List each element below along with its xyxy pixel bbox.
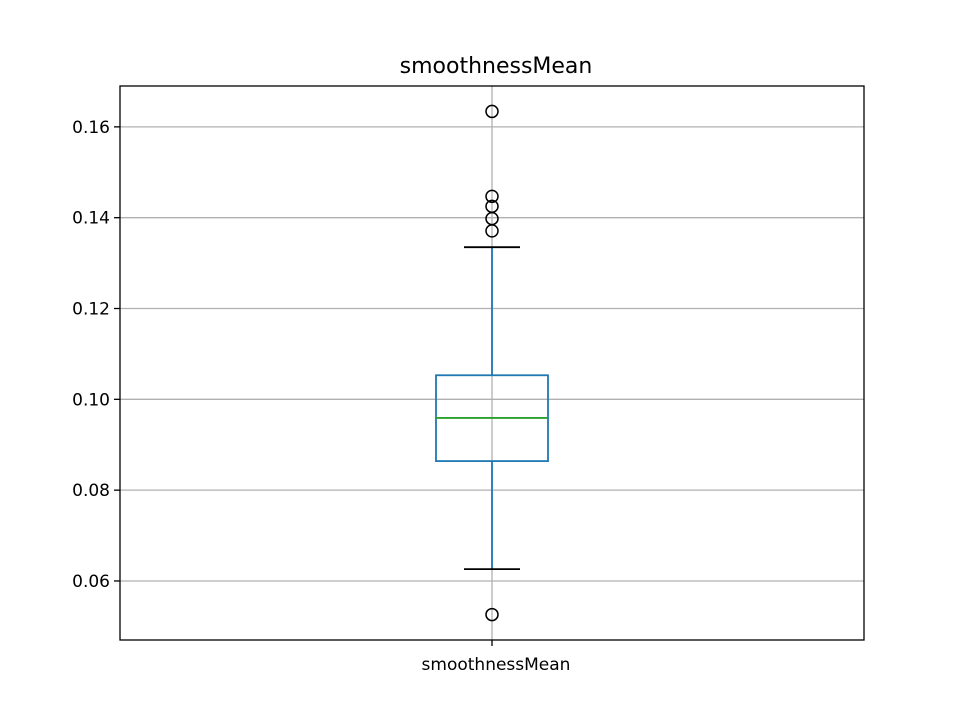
box-series <box>435 104 549 622</box>
y-tick-label: 0.12 <box>72 300 110 320</box>
grid-lines <box>120 86 864 640</box>
box-layer <box>435 104 549 622</box>
y-tick-label: 0.10 <box>72 390 110 410</box>
outlier-point <box>485 199 499 214</box>
x-tick-label: smoothnessMean <box>422 655 571 675</box>
outlier-point <box>485 104 499 119</box>
y-tick-label: 0.06 <box>72 572 110 592</box>
outlier-point <box>485 607 499 622</box>
axis-layer: 0.06 0.08 0.10 0.12 0.14 0.16 smoothnessMean <box>72 118 570 675</box>
y-tick-label: 0.16 <box>72 118 110 138</box>
plot-frame <box>119 85 865 641</box>
y-tick-label: 0.14 <box>72 209 110 229</box>
y-tick-label: 0.08 <box>72 481 110 501</box>
outlier-point <box>485 189 499 204</box>
chart-title: smoothnessMean <box>400 54 593 79</box>
